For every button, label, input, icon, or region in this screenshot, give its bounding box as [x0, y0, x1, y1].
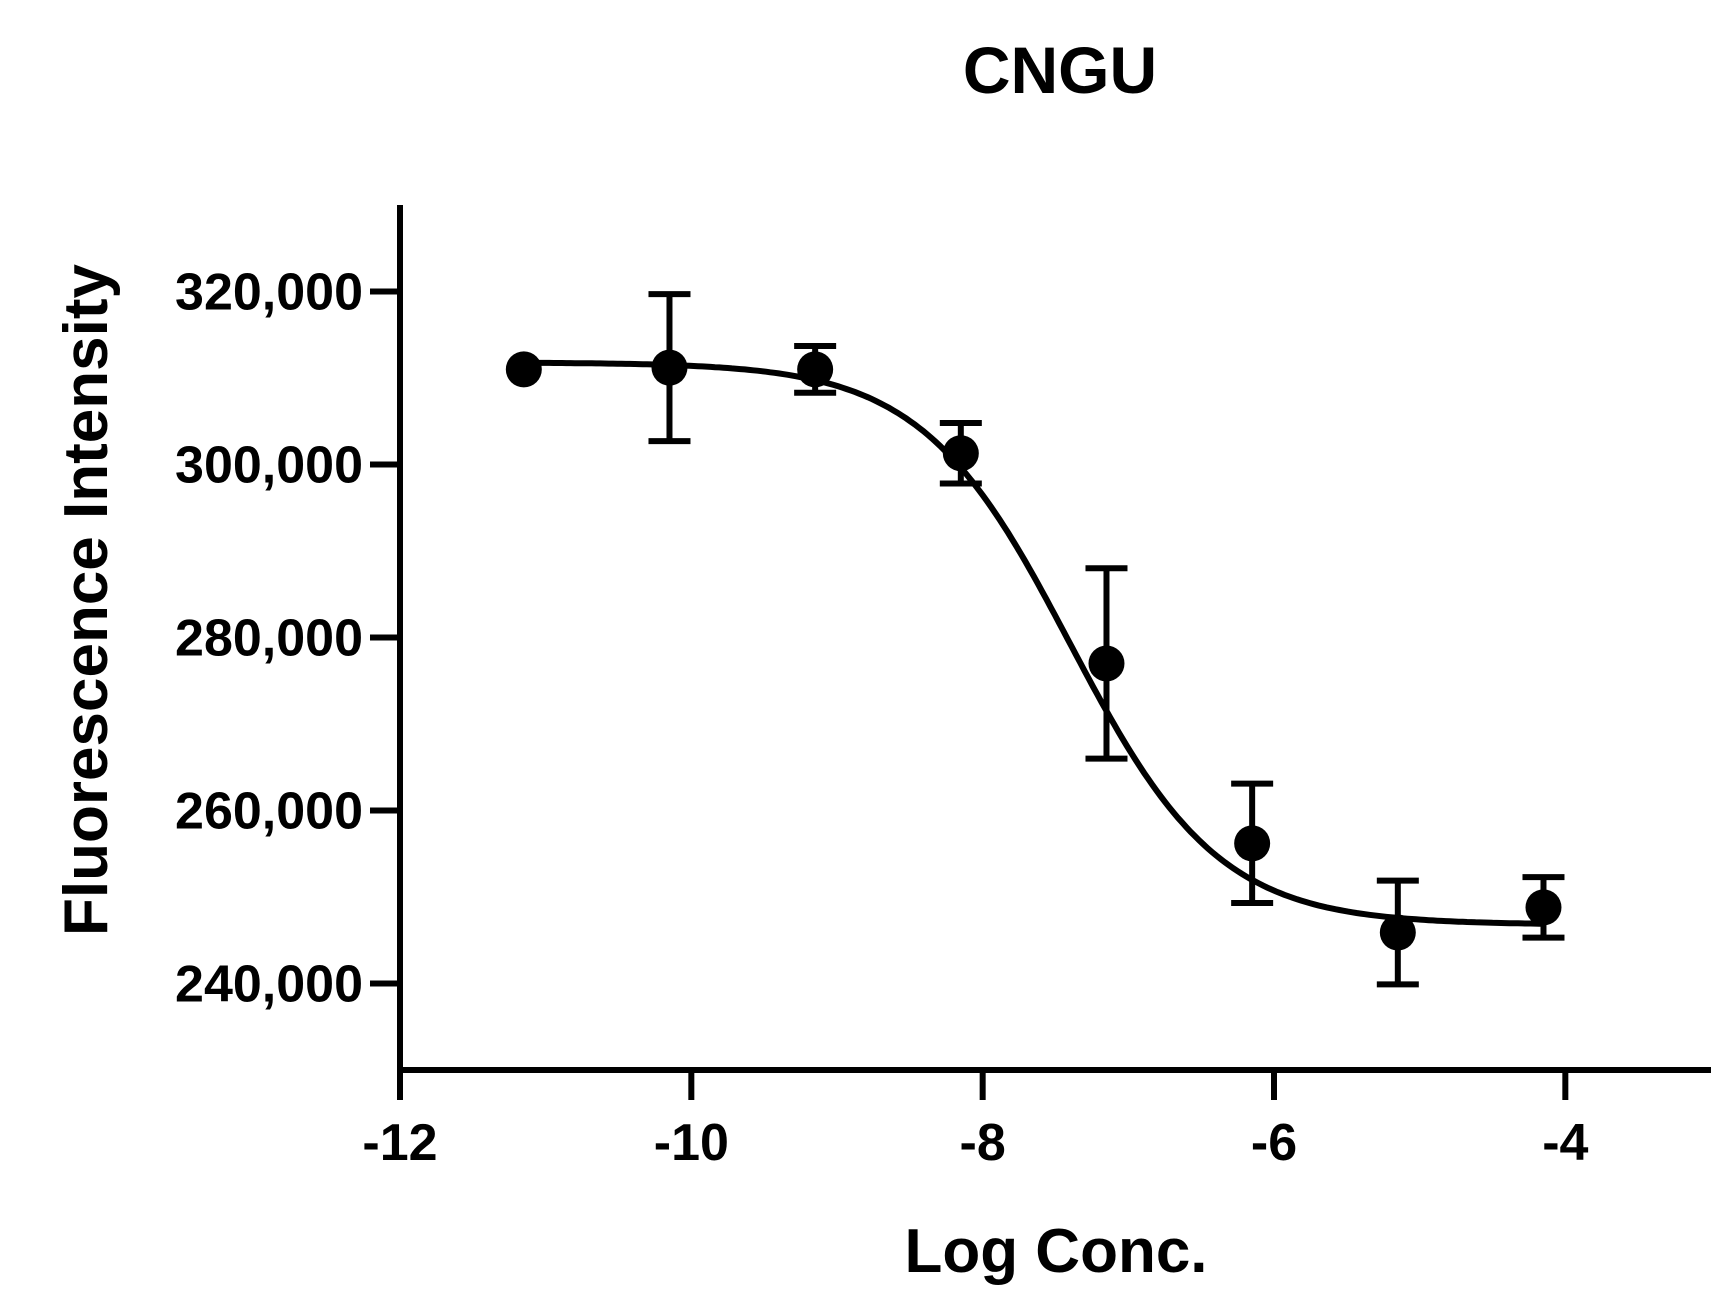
data-points-layer	[505, 291, 1565, 988]
y-tick-label: 260,000	[175, 783, 363, 841]
x-tick-label: -10	[654, 1114, 729, 1172]
data-point	[1234, 825, 1271, 862]
x-tick-label: -4	[1542, 1114, 1588, 1172]
data-point	[651, 349, 688, 386]
fit-curve-layer	[523, 359, 1544, 927]
data-point	[1379, 914, 1416, 951]
fit-curve	[523, 359, 1544, 927]
data-point-group	[1522, 874, 1565, 941]
data-point	[797, 351, 834, 388]
x-tick-label: -12	[362, 1114, 437, 1172]
y-tick-label: 300,000	[175, 437, 363, 495]
data-point	[505, 351, 542, 388]
y-axis-title: Fluorescence Intensity	[52, 264, 121, 936]
data-point-group	[794, 342, 837, 396]
data-point-group	[1231, 780, 1274, 907]
data-point-group	[648, 291, 691, 445]
x-tick-label: -6	[1251, 1114, 1297, 1172]
data-point-group	[1085, 565, 1128, 762]
y-tick-label: 320,000	[175, 264, 363, 322]
data-point	[1525, 889, 1562, 926]
y-tick-label: 280,000	[175, 610, 363, 668]
data-point	[1088, 645, 1125, 682]
data-point-group	[505, 351, 542, 388]
x-axis-title: Log Conc.	[904, 1217, 1207, 1286]
axes: 240,000 260,000 280,000 300,000 320,000 -12 -1…	[175, 205, 1711, 1172]
data-point	[942, 435, 979, 472]
x-tick-label: -8	[960, 1114, 1006, 1172]
y-tick-label: 240,000	[175, 956, 363, 1014]
chart-title: CNGU	[963, 33, 1157, 107]
data-point-group	[939, 419, 982, 487]
data-point-group	[1376, 877, 1419, 988]
